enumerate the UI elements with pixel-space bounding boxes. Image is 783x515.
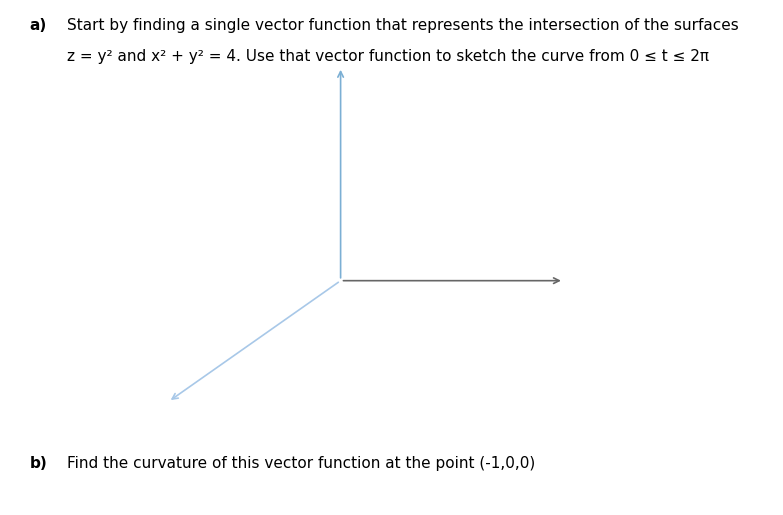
- Text: z = y² and x² + y² = 4. Use that vector function to sketch the curve from 0 ≤ t : z = y² and x² + y² = 4. Use that vector …: [67, 49, 709, 64]
- Text: b): b): [30, 456, 48, 471]
- Text: Find the curvature of this vector function at the point (-1,0,0): Find the curvature of this vector functi…: [67, 456, 535, 471]
- Text: Start by finding a single vector function that represents the intersection of th: Start by finding a single vector functio…: [67, 18, 738, 33]
- Text: a): a): [30, 18, 47, 33]
